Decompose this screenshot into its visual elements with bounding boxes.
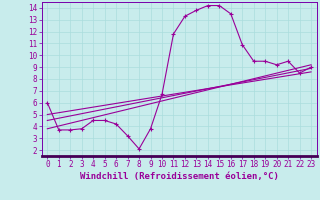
X-axis label: Windchill (Refroidissement éolien,°C): Windchill (Refroidissement éolien,°C) [80,172,279,181]
